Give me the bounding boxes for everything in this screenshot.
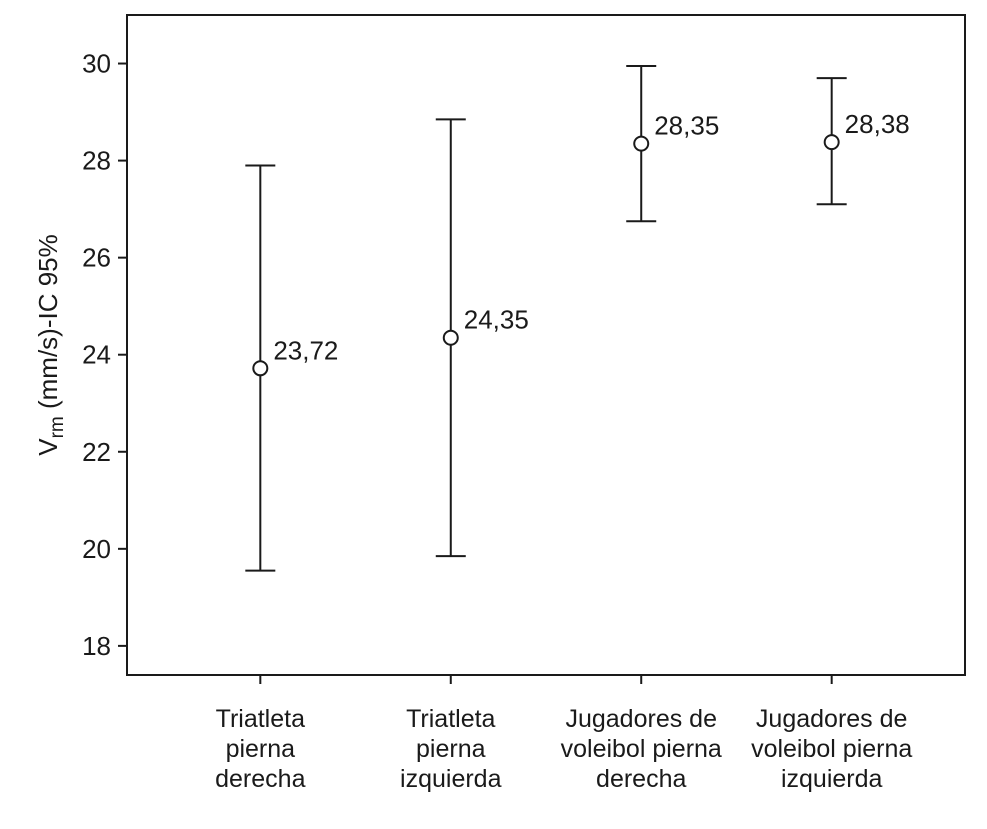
y-axis-title-subscript: rm <box>47 416 68 438</box>
mean-marker <box>823 134 840 151</box>
x-category-label-line: voleibol pierna <box>751 735 912 763</box>
y-tick-label: 18 <box>82 631 111 661</box>
y-tick-label: 30 <box>82 49 111 79</box>
confidence-intervals: 23,72 24,35 28,35 28,38 <box>245 64 910 572</box>
x-category-label-line: Triatleta <box>406 705 495 733</box>
x-category-label-line: derecha <box>215 765 305 793</box>
x-category-label-line: Triatleta <box>216 705 305 733</box>
x-category-label-line: Jugadores de <box>565 705 717 733</box>
y-axis: 18 20 22 24 26 28 30 <box>82 49 127 661</box>
y-tick-label: 24 <box>82 340 111 370</box>
plot-frame <box>126 14 966 676</box>
mean-value-label: 28,35 <box>654 111 719 141</box>
x-category-label-line: Jugadores de <box>756 705 908 733</box>
y-tick-label: 22 <box>82 437 111 467</box>
x-category-label: Jugadores de voleibol pierna derecha <box>561 705 722 793</box>
x-category-label-line: voleibol pierna <box>561 735 722 763</box>
mean-marker <box>252 360 269 377</box>
y-tick-label: 26 <box>82 243 111 273</box>
x-category-label: Jugadores de voleibol pierna izquierda <box>751 705 912 793</box>
y-axis-title-rest: (mm/s)-IC 95% <box>33 234 63 416</box>
mean-marker <box>633 135 650 152</box>
x-category-label: Triatleta pierna derecha <box>215 705 305 793</box>
x-category-label-line: pierna <box>416 735 486 763</box>
mean-marker <box>442 329 459 346</box>
y-tick-label: 28 <box>82 146 111 176</box>
y-axis-title: Vrm (mm/s)-IC 95% <box>33 234 68 456</box>
x-category-label-line: izquierda <box>400 765 502 793</box>
x-category-label-line: derecha <box>596 765 686 793</box>
mean-value-label: 23,72 <box>273 335 338 365</box>
mean-value-label: 24,35 <box>464 305 529 335</box>
mean-value-label: 28,38 <box>845 109 910 139</box>
x-category-label-line: pierna <box>226 735 296 763</box>
x-category-label: Triatleta pierna izquierda <box>400 705 502 793</box>
y-tick-label: 20 <box>82 534 111 564</box>
y-axis-title-main: V <box>33 438 63 456</box>
x-category-label-line: izquierda <box>781 765 883 793</box>
